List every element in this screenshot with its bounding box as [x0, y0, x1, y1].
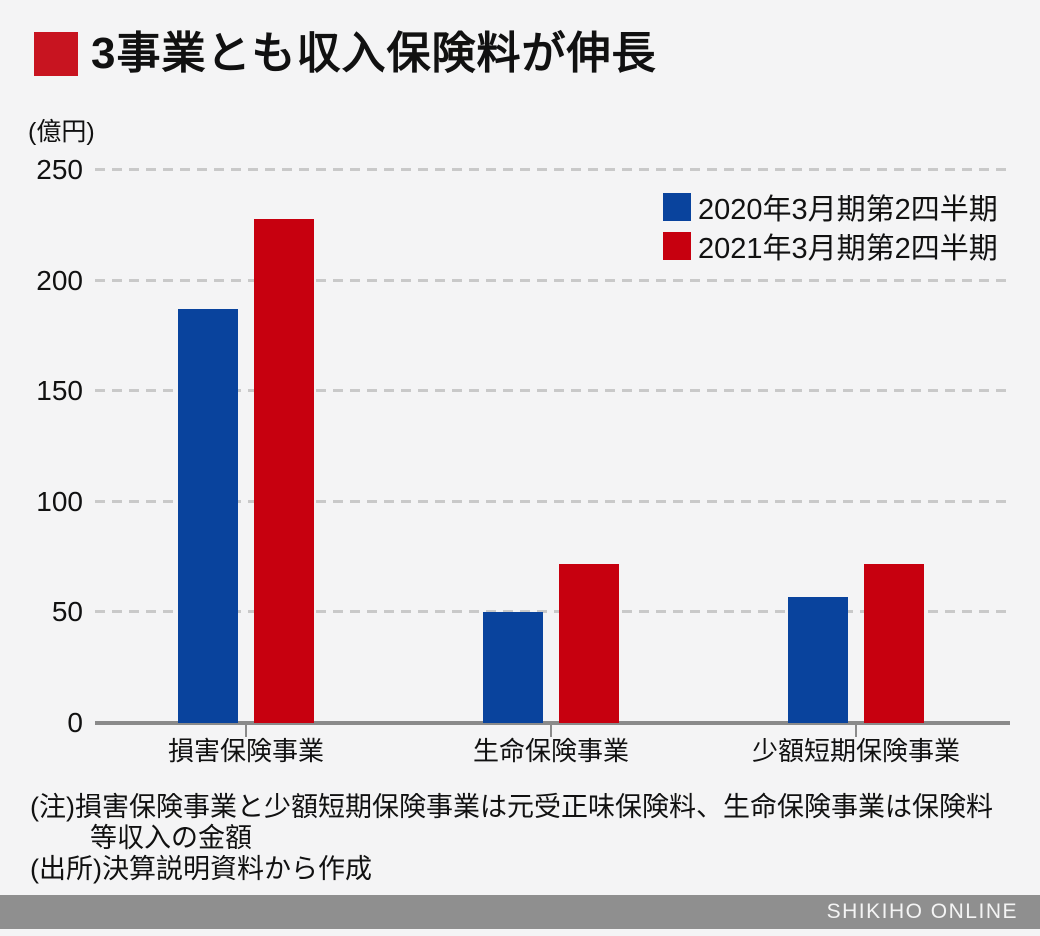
bar	[178, 309, 238, 723]
y-axis-unit-label: (億円)	[28, 118, 95, 146]
y-axis-tick-label: 200	[36, 264, 83, 296]
legend-item: 2020年3月期第2四半期	[663, 187, 998, 226]
bar	[559, 564, 619, 723]
x-axis-category-label: 少額短期保険事業	[751, 736, 960, 766]
legend-label: 2020年3月期第2四半期	[698, 193, 998, 226]
legend-item: 2021年3月期第2四半期	[663, 226, 998, 265]
chart-title: 3事業とも収入保険料が伸長	[91, 29, 657, 78]
x-axis-line	[95, 721, 1010, 725]
x-axis-category-label: 損害保険事業	[167, 736, 324, 766]
y-axis-tick-label: 150	[36, 375, 83, 407]
bar	[483, 612, 543, 723]
y-axis-tick-label: 0	[67, 707, 83, 738]
gridline	[95, 168, 1010, 171]
chart-title-row: 3事業とも収入保険料が伸長	[34, 28, 656, 80]
footnote-line: 等収入の金額	[90, 823, 252, 853]
bar	[254, 219, 314, 723]
legend-swatch-icon	[663, 192, 691, 221]
footnote-source-line: (出所)決算説明資料から作成	[30, 854, 372, 884]
legend-label: 2021年3月期第2四半期	[698, 232, 998, 265]
x-axis-tick	[245, 725, 247, 737]
gridline	[95, 278, 1010, 282]
gridline	[95, 610, 1010, 614]
gridline	[95, 389, 1010, 393]
bar	[864, 564, 924, 723]
x-axis-category-label: 生命保険事業	[472, 736, 629, 766]
footnote-line: (注)損害保険事業と少額短期保険事業は元受正味保険料、生命保険事業は保険料	[30, 792, 993, 822]
gridline	[95, 499, 1010, 503]
y-axis-tick-label: 250	[36, 154, 83, 185]
brand-footer-bar: SHIKIHO ONLINE	[0, 895, 1040, 929]
legend-swatch-icon	[663, 231, 691, 260]
x-axis-tick	[550, 725, 552, 737]
x-axis-tick	[855, 725, 857, 737]
title-bullet-square-icon	[34, 32, 78, 76]
y-axis-tick-label: 50	[51, 596, 83, 628]
y-axis-tick-label: 100	[36, 485, 83, 517]
legend: 2020年3月期第2四半期 2021年3月期第2四半期	[663, 187, 998, 265]
footnotes: (注)損害保険事業と少額短期保険事業は元受正味保険料、生命保険事業は保険料 等収…	[30, 792, 993, 885]
bar	[788, 597, 848, 723]
